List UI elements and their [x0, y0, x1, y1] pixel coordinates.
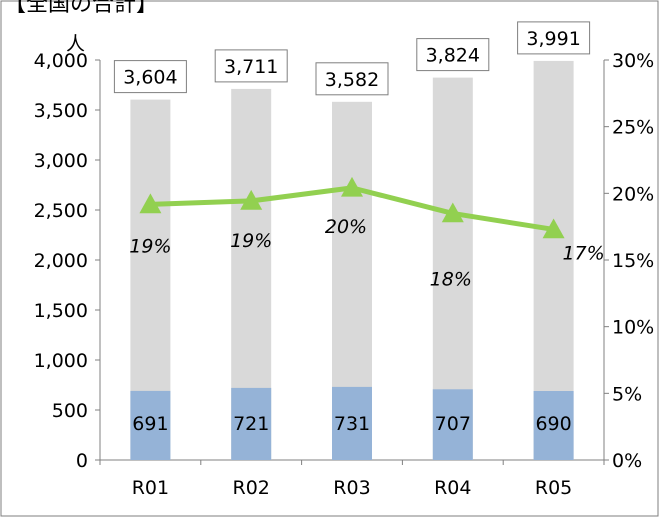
- pct-label: 17%: [562, 242, 604, 264]
- y-right-tick-label: 30%: [612, 50, 654, 72]
- ratio-marker: [341, 176, 363, 197]
- total-label: 3,711: [224, 56, 278, 78]
- sub-label: 721: [233, 413, 269, 435]
- x-tick-label: R05: [535, 477, 572, 499]
- y-left-tick-label: 4,000: [34, 50, 88, 72]
- y-right-tick-label: 25%: [612, 117, 654, 139]
- y-left-tick-label: 3,000: [34, 150, 88, 172]
- sub-bar: [332, 386, 372, 460]
- total-label: 3,991: [526, 28, 580, 50]
- total-label-box: [214, 49, 288, 83]
- total-label: 3,582: [325, 69, 379, 91]
- x-tick-label: R04: [434, 477, 471, 499]
- y-right-tick-label: 5%: [612, 383, 642, 405]
- data-labels: 3,604 3,711 3,582 3,824 3,991 691 721 731 707 690…: [113, 21, 605, 435]
- y-left-tick-label: 1,500: [34, 300, 88, 322]
- sub-label: 707: [435, 413, 471, 435]
- y-left-tick-label: 1,000: [34, 350, 88, 372]
- sub-label: 691: [132, 413, 168, 435]
- y-right-tick-label: 15%: [612, 250, 654, 272]
- bars: [130, 60, 574, 461]
- sub-bar: [533, 391, 574, 460]
- y-left-tick-label: 500: [52, 400, 88, 422]
- sub-label: 690: [535, 413, 571, 435]
- x-tick-label: R03: [333, 477, 370, 499]
- sub-bar: [231, 387, 272, 460]
- sub-bar: [130, 390, 171, 460]
- ratio-marker: [139, 193, 162, 214]
- pct-label: 19%: [129, 235, 171, 257]
- pct-label: 18%: [430, 268, 472, 290]
- y-right-tick-label: 20%: [612, 183, 654, 205]
- sub-label: 731: [334, 413, 370, 435]
- axes: 0 500 1,000 1,500 2,000 2,500 3,000 3,500 4,000 0…: [34, 50, 655, 499]
- page-title: 【全国の合計】: [4, 0, 159, 17]
- pct-label: 19%: [230, 230, 272, 252]
- total-label-box: [315, 62, 389, 96]
- ratio-line: [139, 176, 565, 239]
- y-left-unit: 人: [66, 33, 85, 55]
- ratio-marker: [441, 202, 464, 223]
- total-label-box: [416, 38, 490, 72]
- total-label-box: [113, 60, 187, 94]
- x-tick-label: R01: [132, 477, 169, 499]
- sub-bar: [432, 389, 473, 460]
- y-left-tick-label: 2,000: [34, 250, 88, 272]
- x-tick-label: R02: [233, 477, 270, 499]
- total-label: 3,604: [123, 67, 177, 89]
- y-left-tick-label: 2,500: [34, 200, 88, 222]
- pct-label: 20%: [325, 216, 367, 238]
- y-left-tick-label: 0: [76, 450, 88, 472]
- y-left-tick-label: 3,500: [34, 100, 88, 122]
- y-right-tick-label: 10%: [612, 317, 654, 339]
- y-right-tick-label: 0%: [612, 450, 642, 472]
- ratio-marker: [240, 189, 263, 210]
- total-label-box: [517, 21, 591, 55]
- ratio-marker: [542, 218, 565, 239]
- total-label: 3,824: [426, 45, 480, 67]
